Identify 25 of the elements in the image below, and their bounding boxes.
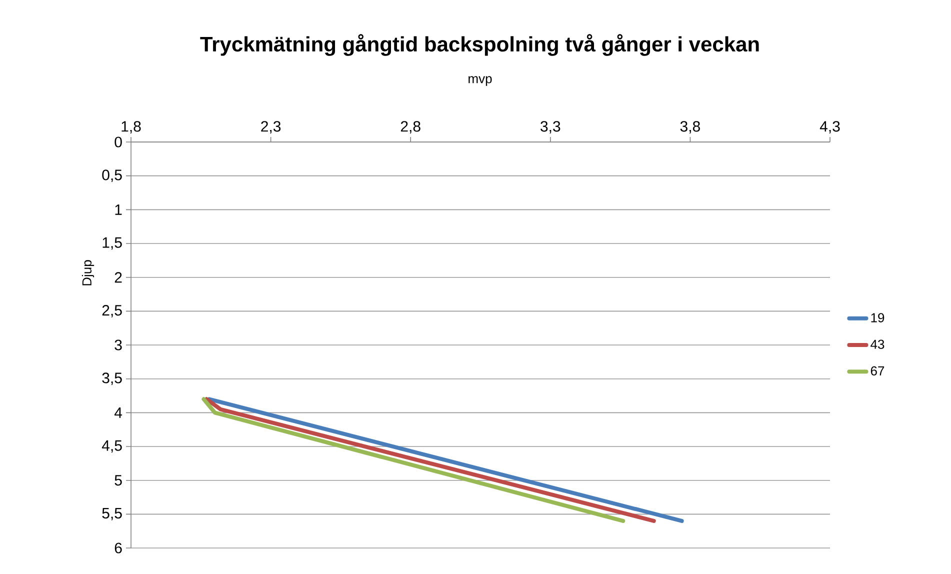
y-tick-label: 0: [114, 136, 122, 148]
legend-label: 43: [870, 340, 884, 349]
x-tick-label: 1,8: [122, 121, 141, 134]
y-tick-label: 6: [114, 542, 122, 554]
x-tick-label: 3,8: [680, 121, 700, 134]
y-tick-label: 3: [114, 340, 122, 350]
y-tick-label: 3,5: [102, 372, 122, 386]
x-tick-label: 3,3: [540, 121, 560, 134]
y-tick-label: 5: [114, 475, 122, 486]
legend-label: 19: [871, 313, 884, 322]
y-tick-label: 1,5: [102, 237, 122, 250]
x-axis-title: mvp: [468, 76, 492, 86]
y-tick-label: 1: [115, 204, 122, 215]
y-tick-label: 2,5: [102, 304, 122, 318]
y-tick-label: 4,5: [102, 440, 122, 453]
chart-title: Tryckmätning gångtid backspolning två gånger i veckan: [200, 34, 759, 56]
x-tick-label: 4,3: [820, 121, 840, 134]
x-tick-label: 2,8: [400, 121, 420, 134]
legend-label: 67: [870, 366, 884, 376]
y-tick-label: 2: [114, 272, 122, 283]
y-tick-label: 5,5: [102, 508, 122, 520]
y-axis-title: Djup: [82, 260, 94, 286]
y-tick-label: 4: [114, 408, 122, 418]
x-tick-label: 2,3: [261, 121, 281, 134]
y-tick-label: 0,5: [102, 170, 122, 182]
